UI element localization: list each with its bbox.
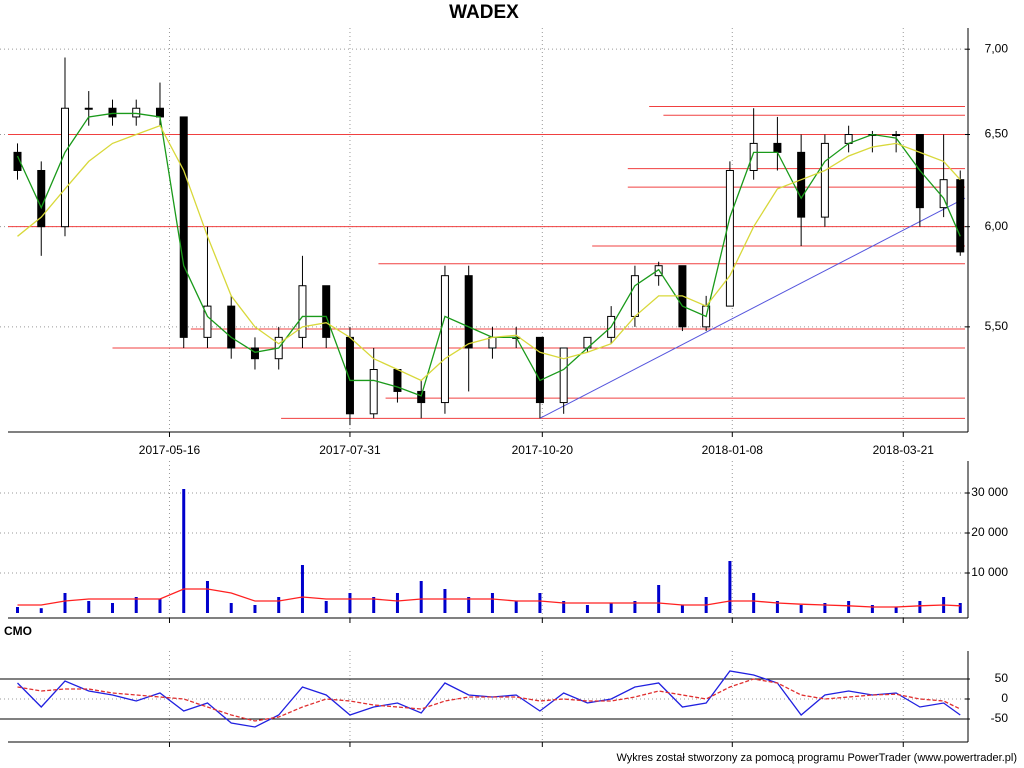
candle-body — [322, 285, 331, 338]
series-line — [17, 670, 961, 728]
volume-bar — [680, 605, 684, 613]
volume-bar — [372, 597, 376, 613]
x-tick-label: 2018-03-21 — [873, 443, 935, 457]
candle-body — [535, 336, 544, 404]
x-tick-label: 2017-07-31 — [319, 443, 381, 457]
series-line — [17, 124, 961, 382]
y-tick-label: 5,50 — [985, 319, 1009, 333]
volume-bar — [847, 601, 851, 613]
volume-bar — [348, 593, 352, 613]
volume-bar — [894, 607, 898, 613]
x-tick-label: 2018-01-08 — [702, 443, 764, 457]
candle-body — [37, 169, 46, 228]
volume-bar — [870, 605, 874, 613]
volume-bar — [182, 489, 186, 613]
volume-bar — [538, 593, 542, 613]
volume-bar — [15, 607, 19, 613]
y-tick-label: 50 — [995, 671, 1009, 685]
candle-body — [630, 275, 639, 317]
volume-bar — [609, 603, 613, 613]
volume-bar — [633, 601, 637, 613]
x-tick-label: 2017-05-16 — [139, 443, 201, 457]
candle-body — [132, 107, 141, 118]
candle-body — [203, 305, 212, 338]
candle-body — [956, 179, 965, 253]
candle-body — [749, 142, 758, 171]
volume-bar — [39, 608, 43, 613]
volume-bar — [799, 605, 803, 613]
candle-body — [725, 169, 734, 307]
volume-bar — [229, 603, 233, 613]
series-line — [16, 112, 961, 397]
volume-bar — [585, 605, 589, 613]
candle-body — [488, 336, 497, 349]
volume-bar — [775, 601, 779, 613]
y-tick-label: -50 — [991, 711, 1009, 725]
volume-bar — [300, 565, 304, 613]
candle-body — [13, 151, 22, 171]
trend-line — [539, 197, 966, 419]
volume-bar — [205, 581, 209, 613]
candle-body — [250, 347, 259, 360]
candle-body — [820, 142, 829, 218]
volume-bar — [253, 605, 257, 613]
volume-bar — [443, 589, 447, 613]
candle-body — [797, 151, 806, 218]
volume-bar — [728, 561, 732, 613]
volume-bar — [657, 585, 661, 613]
candle-body — [60, 107, 69, 228]
panel-title: CMO — [4, 624, 32, 638]
candle-body — [298, 285, 307, 338]
volume-bar — [419, 581, 423, 613]
y-tick-label: 10 000 — [971, 565, 1008, 579]
footer: Wykres został stworzony za pomocą progra… — [616, 752, 1017, 764]
volume-bar — [958, 603, 962, 613]
candle-body — [84, 107, 93, 110]
volume-bar — [277, 597, 281, 613]
candle-body — [892, 134, 901, 137]
y-tick-label: 6,50 — [985, 127, 1009, 141]
candle-body — [179, 116, 188, 338]
y-tick-label: 30 000 — [971, 485, 1008, 499]
volume-bar — [134, 597, 138, 613]
volume-bar — [467, 597, 471, 613]
candle-body — [108, 107, 117, 118]
y-tick-label: 6,00 — [985, 219, 1009, 233]
volume-bar — [823, 603, 827, 613]
series-line — [17, 588, 961, 608]
y-tick-label: 20 000 — [971, 525, 1008, 539]
candle-body — [227, 305, 236, 349]
series-line — [17, 678, 961, 722]
volume-bar — [324, 601, 328, 613]
candle-body — [773, 142, 782, 153]
chart-title: WADEX — [449, 2, 519, 23]
volume-bar — [918, 601, 922, 613]
volume-bar — [87, 601, 91, 613]
y-tick-label: 7,00 — [985, 41, 1009, 55]
volume-bar — [562, 601, 566, 613]
candle-body — [369, 369, 378, 415]
volume-bar — [63, 593, 67, 613]
candle-body — [464, 275, 473, 349]
volume-bar — [752, 593, 756, 613]
y-tick-label: 0 — [1001, 691, 1008, 705]
volume-bar — [490, 593, 494, 613]
volume-bar — [514, 601, 518, 613]
volume-bar — [158, 599, 162, 613]
candle-body — [155, 107, 164, 118]
volume-bar — [110, 603, 114, 613]
x-tick-label: 2017-10-20 — [512, 443, 574, 457]
candle-body — [440, 275, 449, 404]
volume-bar — [395, 593, 399, 613]
candle-body — [559, 347, 568, 404]
candle-body — [417, 390, 426, 404]
